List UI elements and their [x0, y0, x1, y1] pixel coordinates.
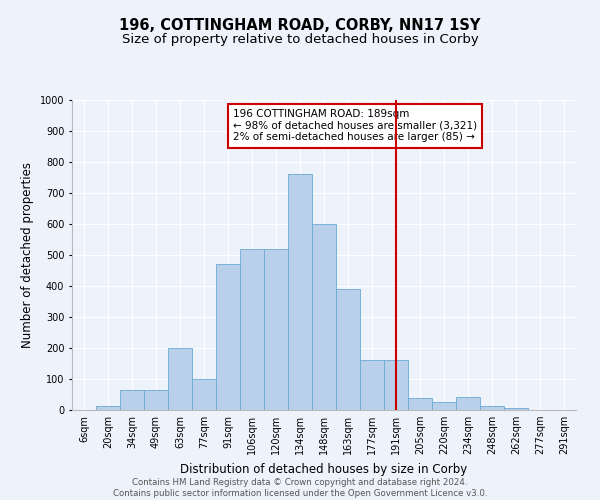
Text: Size of property relative to detached houses in Corby: Size of property relative to detached ho…	[122, 32, 478, 46]
Bar	[432, 402, 456, 410]
Bar	[288, 174, 312, 410]
Bar	[144, 390, 168, 410]
Bar	[408, 398, 432, 410]
Bar	[96, 406, 120, 410]
Bar	[264, 249, 288, 410]
Bar	[360, 360, 384, 410]
Bar	[480, 406, 504, 410]
Bar	[336, 289, 360, 410]
Bar	[312, 224, 336, 410]
Bar	[384, 360, 408, 410]
Bar	[240, 249, 264, 410]
Text: 196, COTTINGHAM ROAD, CORBY, NN17 1SY: 196, COTTINGHAM ROAD, CORBY, NN17 1SY	[119, 18, 481, 32]
Bar	[504, 408, 528, 410]
Text: Contains HM Land Registry data © Crown copyright and database right 2024.
Contai: Contains HM Land Registry data © Crown c…	[113, 478, 487, 498]
Y-axis label: Number of detached properties: Number of detached properties	[22, 162, 34, 348]
Bar	[168, 348, 192, 410]
Bar	[456, 396, 480, 410]
Bar	[120, 390, 144, 410]
Text: 196 COTTINGHAM ROAD: 189sqm
← 98% of detached houses are smaller (3,321)
2% of s: 196 COTTINGHAM ROAD: 189sqm ← 98% of det…	[233, 110, 477, 142]
Bar	[192, 379, 216, 410]
X-axis label: Distribution of detached houses by size in Corby: Distribution of detached houses by size …	[181, 462, 467, 475]
Bar	[216, 264, 240, 410]
